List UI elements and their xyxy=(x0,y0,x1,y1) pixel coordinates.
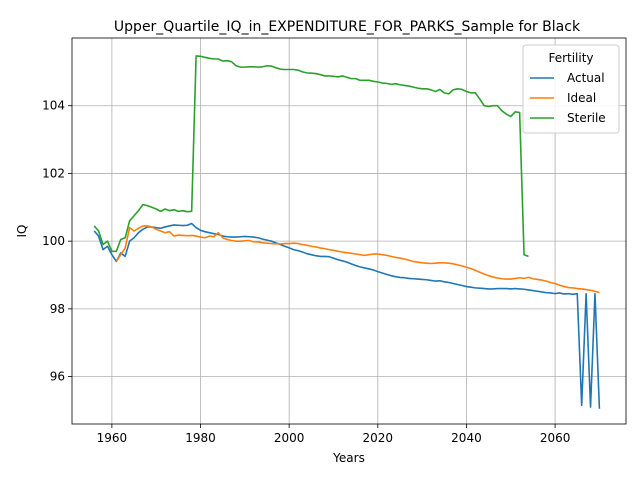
x-tick-label: 1980 xyxy=(185,431,216,445)
y-tick-label: 100 xyxy=(42,234,65,248)
series-line-sterile xyxy=(93,55,529,258)
legend-entries: Actual Ideal Sterile xyxy=(530,71,606,125)
x-tick-label: 2000 xyxy=(274,431,305,445)
x-tick-label: 2020 xyxy=(363,431,394,445)
y-tick-label: 96 xyxy=(50,370,65,384)
legend-label-ideal: Ideal xyxy=(567,91,596,105)
x-axis-ticks: 1960 1980 2000 2020 2040 2060 xyxy=(97,424,571,445)
series-line-ideal xyxy=(115,225,600,294)
legend-label-actual: Actual xyxy=(567,71,605,85)
legend: Fertility Actual Ideal Sterile xyxy=(522,44,620,134)
y-axis-ticks: 96 98 100 102 104 xyxy=(42,99,72,384)
x-tick-label: 1960 xyxy=(97,431,128,445)
legend-label-sterile: Sterile xyxy=(567,111,606,125)
series-line-actual xyxy=(93,222,601,409)
y-tick-label: 98 xyxy=(50,302,65,316)
x-tick-label: 2060 xyxy=(540,431,571,445)
plot-area-frame xyxy=(71,37,627,425)
legend-title: Fertility xyxy=(548,51,593,65)
legend-box xyxy=(522,44,620,134)
chart-title: Upper_Quartile_IQ_in_EXPENDITURE_FOR_PAR… xyxy=(114,19,581,35)
x-axis-label: Years xyxy=(332,451,365,465)
x-tick-label: 2040 xyxy=(451,431,482,445)
y-axis-label: IQ xyxy=(15,225,29,238)
y-tick-label: 104 xyxy=(42,99,65,113)
series-lines xyxy=(93,55,601,409)
y-tick-label: 102 xyxy=(42,166,65,180)
